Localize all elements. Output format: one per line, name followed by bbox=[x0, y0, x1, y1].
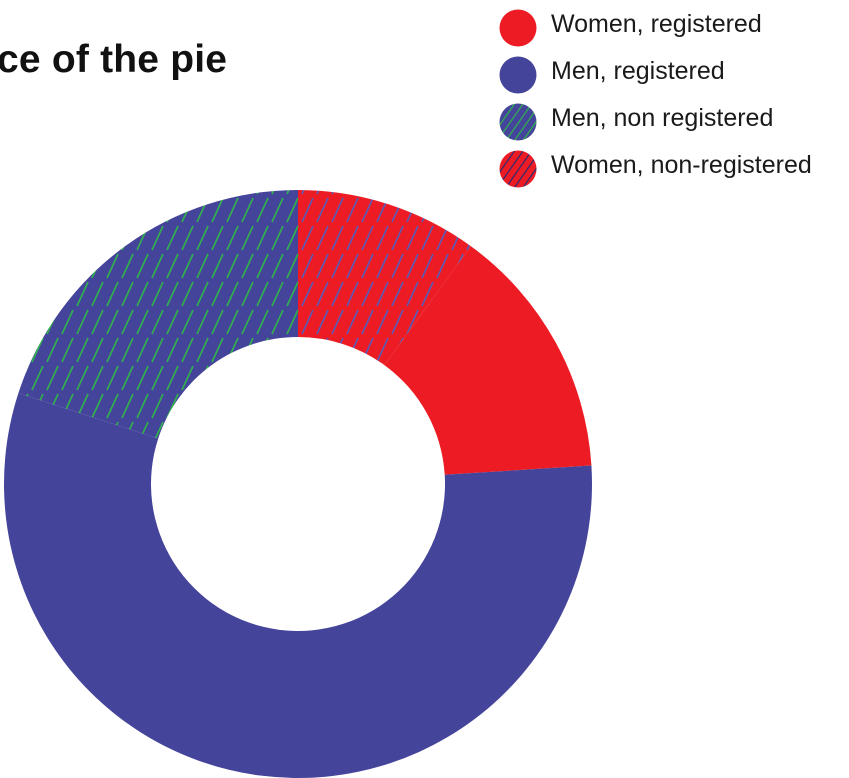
chart-title: ice of the pie bbox=[0, 38, 228, 81]
legend-swatch-women-non-registered bbox=[499, 150, 537, 188]
chart-legend: Women, registered Men, registered Men, n… bbox=[498, 3, 843, 191]
legend-label-men-non-registered: Men, non registered bbox=[551, 104, 774, 132]
legend-swatch-men-non-registered bbox=[499, 103, 537, 141]
slice-women-non-registered bbox=[298, 190, 471, 366]
slice-men-non-registered bbox=[18, 189, 298, 439]
legend-item-women-registered: Women, registered bbox=[498, 3, 843, 50]
legend-label-men-registered: Men, registered bbox=[551, 57, 725, 85]
slice-men-registered bbox=[4, 393, 592, 778]
legend-label-women-registered: Women, registered bbox=[551, 10, 762, 38]
donut-slices bbox=[4, 189, 592, 778]
legend-label-women-non-registered: Women, non-registered bbox=[551, 151, 812, 179]
legend-item-men-registered: Men, registered bbox=[498, 50, 843, 97]
legend-item-men-non-registered: Men, non registered bbox=[498, 97, 843, 144]
slice-women-registered bbox=[384, 246, 592, 475]
legend-swatch-men-registered bbox=[499, 56, 537, 94]
legend-item-women-non-registered: Women, non-registered bbox=[498, 144, 843, 191]
legend-swatch-women-registered bbox=[499, 9, 537, 47]
